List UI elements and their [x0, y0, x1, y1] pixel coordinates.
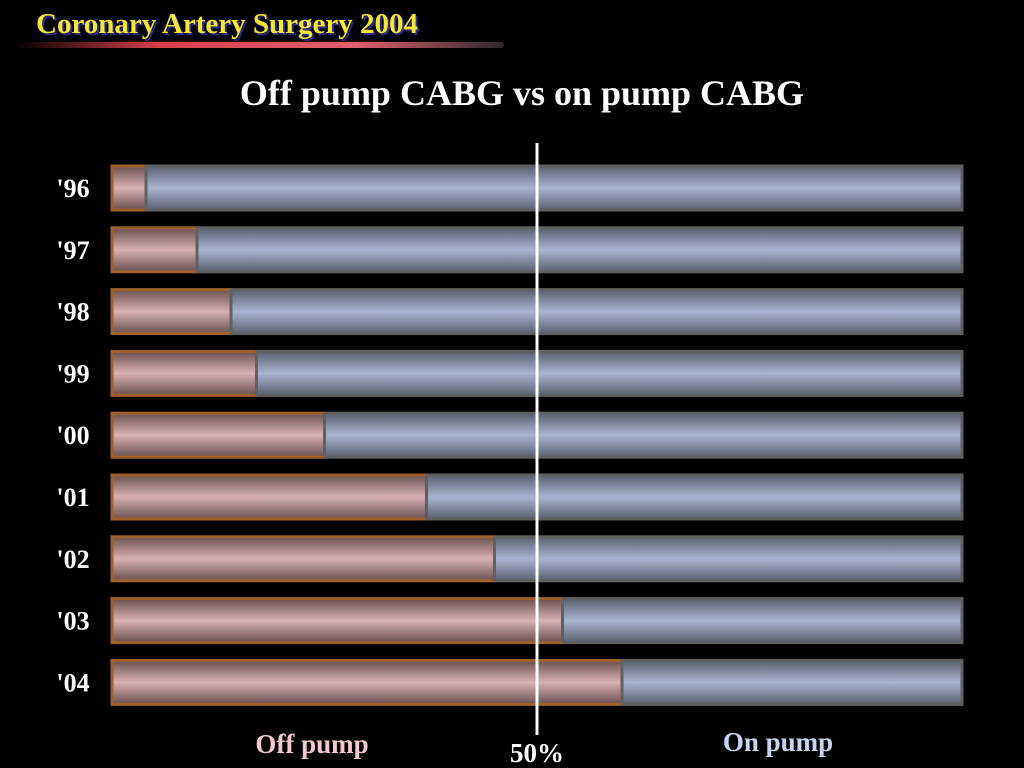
bar-off-pump	[110, 658, 624, 706]
bar-off-pump	[110, 535, 496, 583]
bar-off-pump	[110, 473, 428, 521]
bar-on-pump	[144, 164, 964, 212]
bar-on-pump	[493, 535, 964, 583]
category-label: '03	[56, 607, 89, 636]
chart-title: Off pump CABG vs on pump CABG	[239, 73, 805, 113]
category-label: '97	[56, 236, 89, 265]
category-label: '00	[56, 421, 89, 450]
reference-label: 50%	[510, 738, 564, 768]
category-label: '04	[56, 668, 89, 697]
category-label: '98	[56, 298, 89, 327]
bar-on-pump	[561, 597, 964, 645]
slide-header: Coronary Artery Surgery 2004	[36, 8, 419, 40]
legend-on-pump: On pump	[723, 727, 833, 757]
category-label: '99	[56, 359, 89, 388]
bar-off-pump	[110, 411, 326, 459]
bar-on-pump	[255, 349, 964, 397]
bar-off-pump	[110, 164, 148, 212]
bar-on-pump	[229, 288, 964, 336]
bar-off-pump	[110, 349, 258, 397]
bar-off-pump	[110, 226, 199, 274]
bar-on-pump	[323, 411, 964, 459]
bar-on-pump	[425, 473, 964, 521]
bar-off-pump	[110, 597, 564, 645]
bar-off-pump	[110, 288, 233, 336]
bar-on-pump	[195, 226, 964, 274]
legend-off-pump: Off pump	[255, 729, 368, 759]
bar-on-pump	[620, 658, 964, 706]
header-underline	[14, 42, 504, 48]
category-label: '01	[56, 483, 89, 512]
category-label: '02	[56, 545, 89, 574]
category-label: '96	[56, 174, 89, 203]
